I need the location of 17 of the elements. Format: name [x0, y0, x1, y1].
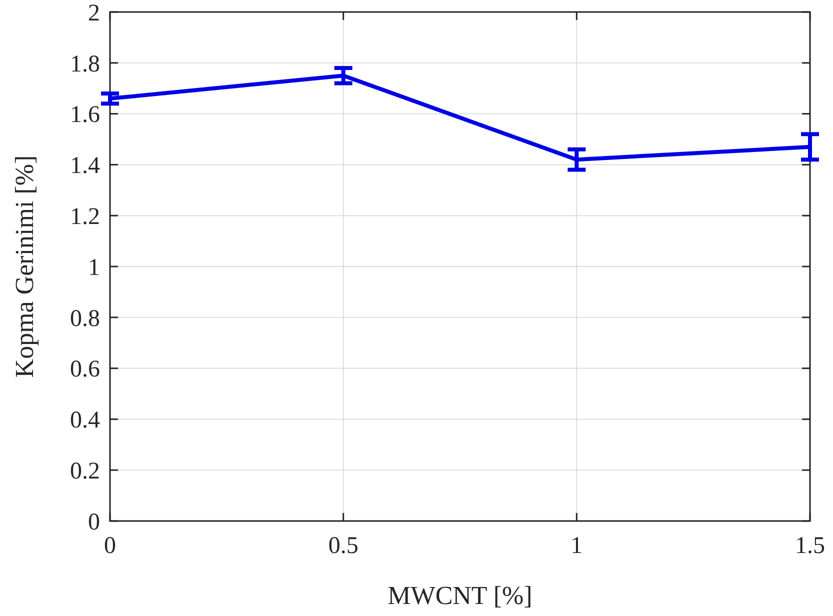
y-tick-label: 2 [88, 0, 100, 26]
y-tick-label: 1.8 [70, 51, 100, 78]
y-tick-label: 0.6 [70, 356, 100, 383]
y-tick-label: 1 [88, 254, 100, 281]
y-axis-title: Kopma Gerinimi [%] [10, 155, 39, 378]
y-tick-label: 0.2 [70, 458, 100, 484]
y-tick-label: 1.4 [70, 153, 100, 180]
x-tick-label: 1 [570, 533, 583, 559]
y-tick-label: 0 [88, 509, 100, 536]
y-tick-label: 0.4 [70, 408, 100, 434]
x-tick-label: 0 [104, 533, 116, 559]
x-tick-label: 0.5 [328, 533, 358, 559]
y-tick-label: 1.6 [70, 102, 100, 128]
x-axis-title: MWCNT [%] [388, 581, 532, 610]
x-tick-label: 1.5 [795, 533, 825, 559]
y-tick-label: 0.8 [70, 306, 100, 332]
y-tick-label: 1.2 [70, 204, 100, 230]
